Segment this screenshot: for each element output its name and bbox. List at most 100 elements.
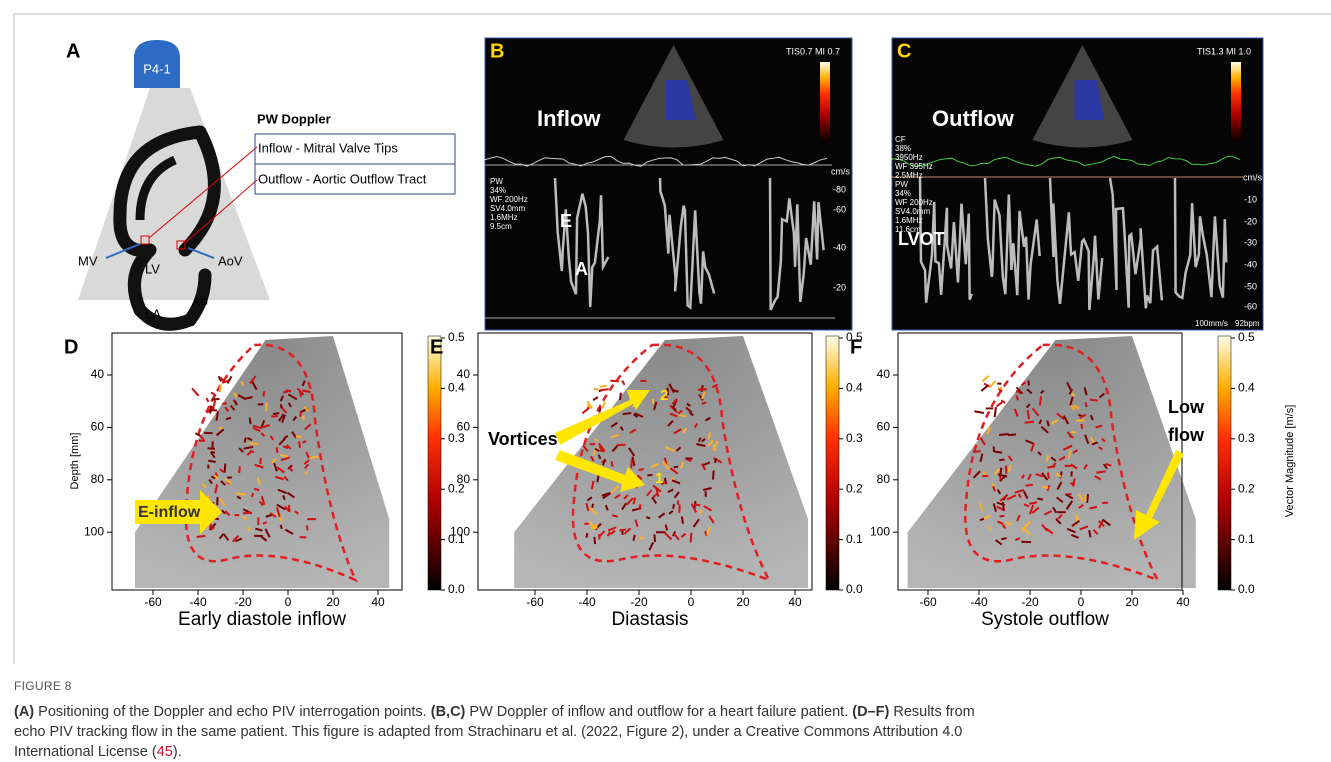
velocity-vector (236, 493, 245, 494)
caption-text: (D–F) (852, 704, 889, 720)
colorbar (1218, 336, 1231, 590)
wave-label: LVOT (898, 229, 945, 249)
velocity-vector (586, 533, 587, 538)
velocity-vector (673, 504, 674, 509)
header: TIS0.7 MI 0.7 (786, 46, 840, 56)
caption-text: (B,C) (431, 704, 466, 720)
anatomy-label: LA (145, 306, 161, 321)
settings: 38% (895, 144, 911, 153)
x-tick-label: 40 (371, 595, 385, 609)
plot-letter: E (430, 336, 443, 358)
x-tick-label: -40 (578, 595, 596, 609)
y-tick-label: 100 (870, 524, 890, 538)
velocity-vector (999, 459, 1004, 460)
annotation: E-inflow (138, 504, 201, 521)
velocity-vector (639, 469, 644, 470)
velocity-vector (225, 463, 226, 472)
velocity-vector (277, 447, 278, 453)
velocity-vector (612, 461, 613, 466)
caption-text: echo PIV tracking flow in the same patie… (14, 724, 962, 740)
velocity-vector (307, 525, 308, 530)
anatomy-label: MV (78, 253, 98, 268)
plot-letter: F (850, 336, 862, 358)
header: TIS1.3 MI 1.0 (1197, 46, 1251, 56)
velocity-vector (254, 489, 259, 490)
velocity-vector (610, 381, 618, 382)
x-tick-label: -20 (1021, 595, 1039, 609)
caption-text: Positioning of the Doppler and echo PIV … (34, 704, 431, 720)
annotation: 1 (655, 470, 663, 487)
caption-line: echo PIV tracking flow in the same patie… (14, 722, 1324, 742)
settings: CF (895, 135, 906, 144)
velocity-vector (582, 407, 589, 413)
velocity-vector (296, 436, 301, 437)
velocity-vector (593, 397, 598, 400)
velocity-vector (260, 458, 261, 464)
y-axis-label: Depth [mm] (69, 433, 81, 490)
annotation: 2 (660, 387, 668, 404)
settings: 3950Hz (895, 153, 923, 162)
velocity-vector (619, 529, 626, 530)
anatomy-label: LV (145, 261, 160, 276)
velocity-vector (597, 474, 598, 482)
settings: WF 200Hz (895, 198, 933, 207)
velocity-vector (249, 443, 259, 444)
velocity-vector (222, 403, 226, 404)
x-tick-label: -60 (526, 595, 544, 609)
velocity-vector (700, 510, 701, 515)
velocity-vector (1026, 485, 1033, 486)
box-line: Inflow - Mitral Valve Tips (258, 140, 398, 155)
annotation: Vortices (488, 429, 558, 449)
velocity-vector (631, 459, 632, 468)
velocity-vector (1025, 422, 1034, 423)
annotation: Low (1168, 397, 1205, 417)
velocity-vector (989, 526, 990, 530)
velocity-vector (599, 407, 600, 412)
box-line: Outflow - Aortic Outflow Tract (258, 171, 427, 186)
x-tick-label: -60 (919, 595, 937, 609)
y-tick-label: 80 (457, 472, 471, 486)
colorbar-tick-label: 0.0 (1238, 582, 1255, 596)
y-tick-label: 40 (457, 367, 471, 381)
box-title: PW Doppler (257, 111, 331, 126)
sweep: 100mm/s (1195, 319, 1228, 328)
panel-title: Outflow (932, 106, 1015, 131)
velocity-vector (600, 386, 607, 387)
y-tick-label: 100 (84, 524, 104, 538)
velocity-tick: -30 (1244, 237, 1257, 247)
plot-title: Systole outflow (981, 609, 1109, 630)
caption-line: International License (45). (14, 742, 1324, 762)
x-tick-label: 40 (1176, 595, 1190, 609)
caption-line: (A) Positioning of the Doppler and echo … (14, 702, 1324, 722)
velocity-vector (633, 535, 634, 541)
velocity-vector (239, 466, 240, 473)
settings: WF 200Hz (490, 195, 528, 204)
velocity-vector (973, 451, 981, 452)
anatomy-label: Ao (192, 293, 208, 308)
velocity-vector (1029, 502, 1037, 503)
velocity-vector (639, 537, 644, 538)
velocity-vector (974, 411, 983, 413)
caption-text: PW Doppler of inflow and outflow for a h… (465, 704, 852, 720)
velocity-vector (982, 376, 989, 382)
velocity-vector (592, 504, 593, 508)
velocity-vector (300, 392, 301, 397)
caption-text: (A) (14, 704, 34, 720)
velocity-vector (702, 385, 703, 392)
settings: 1.6MHz (895, 216, 923, 225)
velocity-tick: -50 (1244, 281, 1257, 291)
velocity-tick: -20 (833, 282, 846, 292)
velocity-vector (999, 516, 1004, 517)
velocity-tick: -60 (1244, 301, 1257, 311)
velocity-tick: -40 (1244, 259, 1257, 269)
heart-rate: 92bpm (1235, 319, 1260, 328)
velocity-vector (602, 402, 604, 409)
velocity-vector (242, 381, 243, 385)
y-tick-label: 60 (457, 420, 471, 434)
settings: 34% (490, 186, 506, 195)
velocity-vector (197, 536, 206, 537)
colorbar (428, 336, 441, 590)
unit: cm/s (831, 166, 850, 176)
velocity-tick: -40 (833, 242, 846, 252)
plot-title: Diastasis (611, 609, 688, 630)
